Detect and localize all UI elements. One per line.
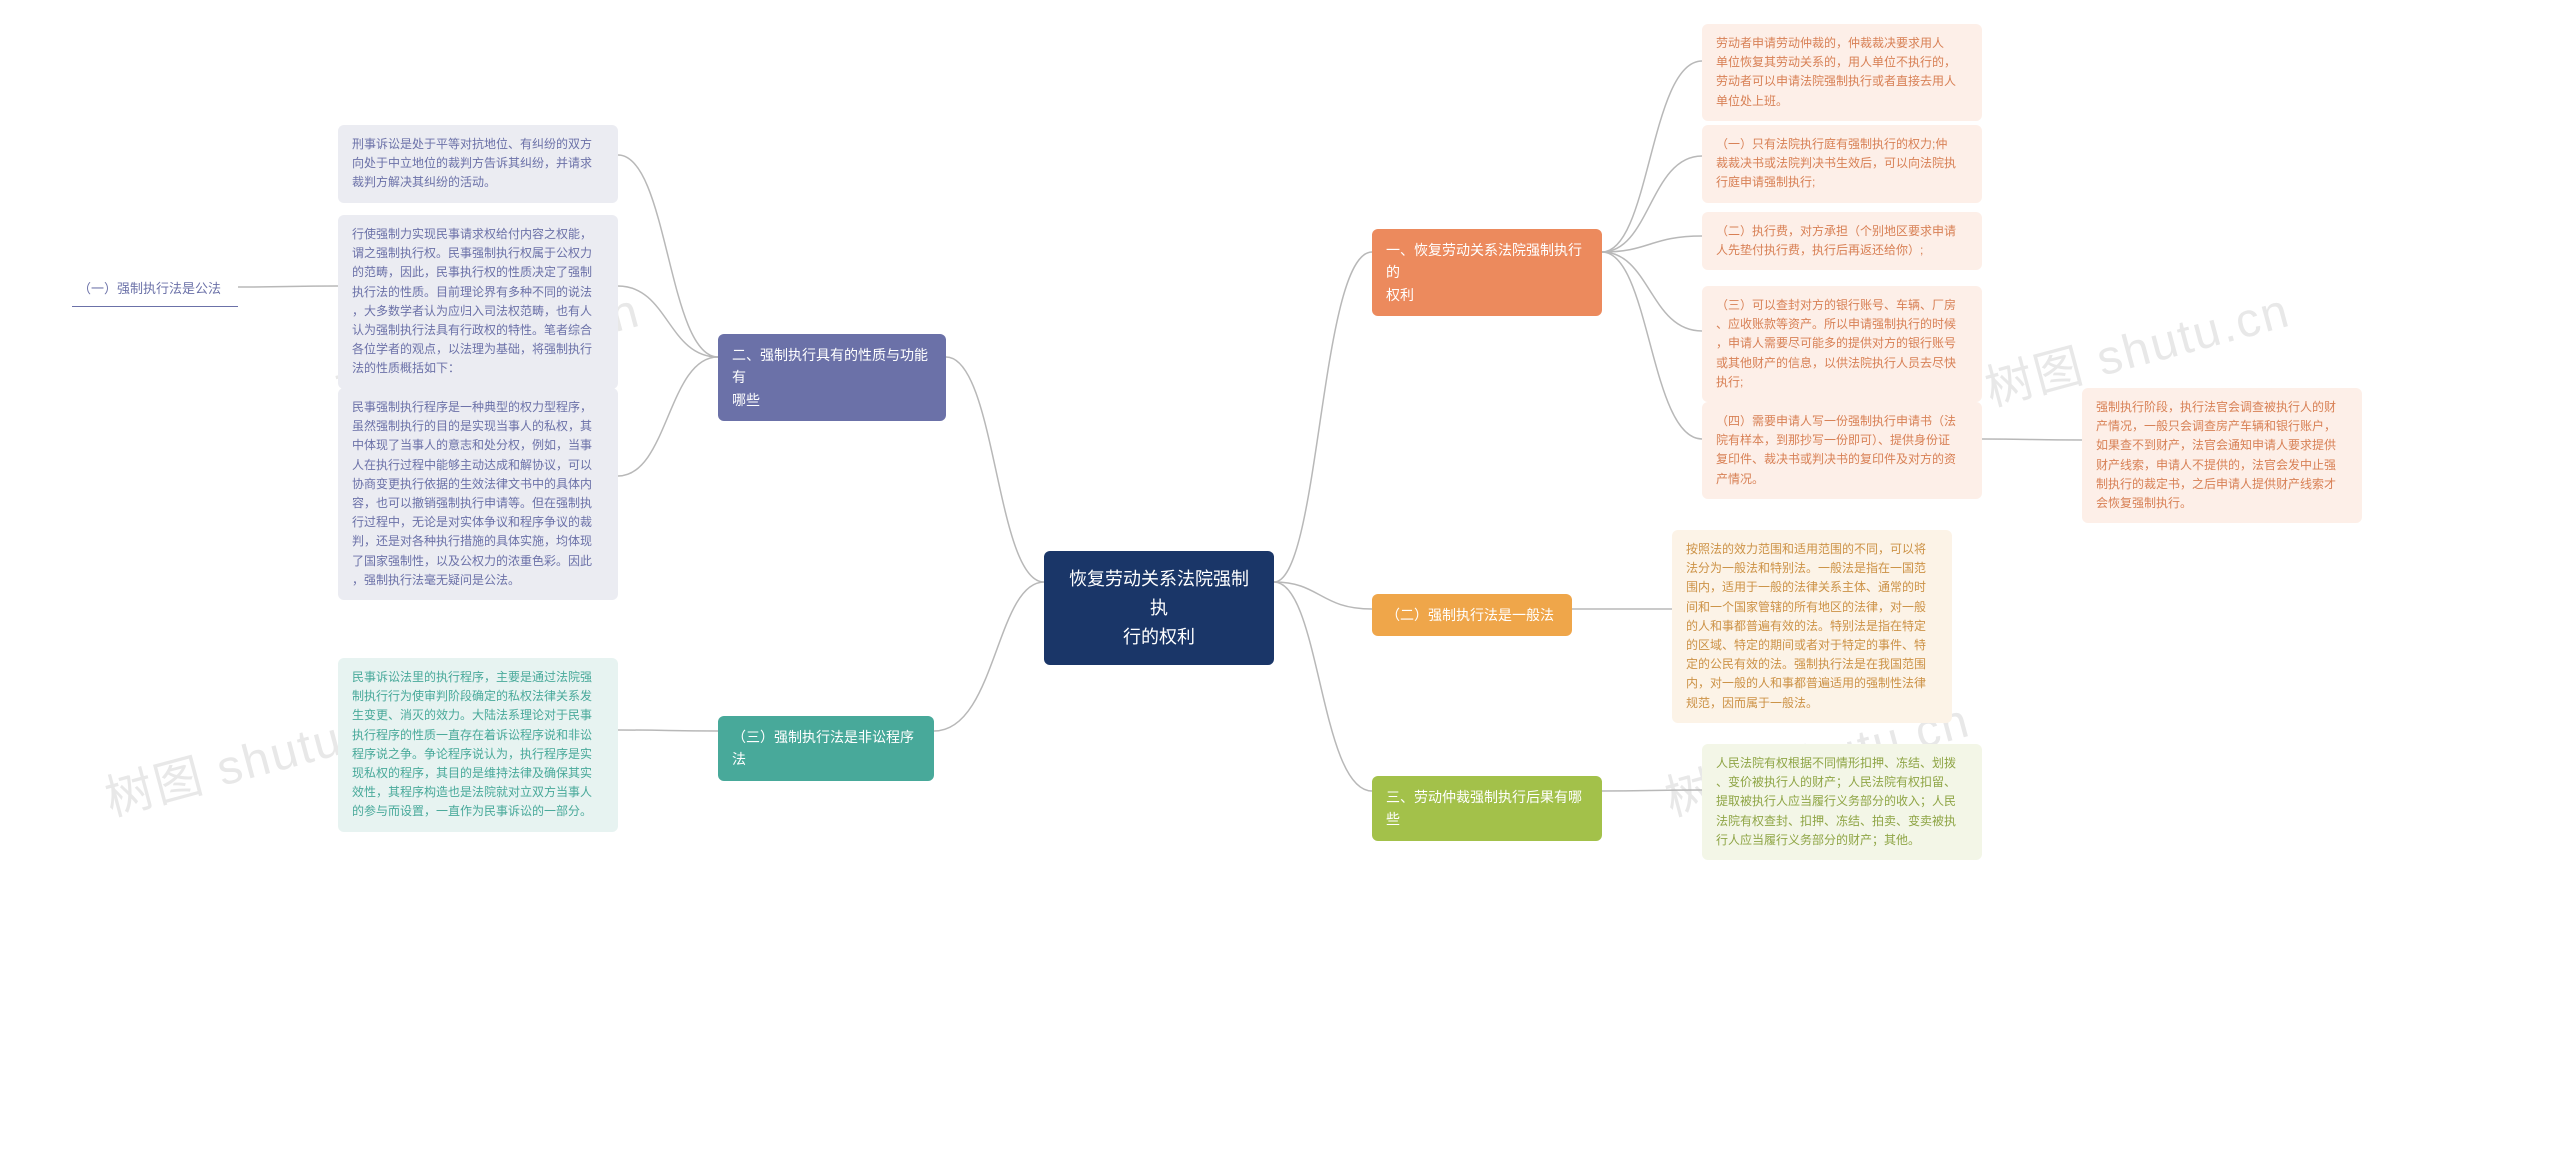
leaf-node[interactable]: （四）需要申请人写一份强制执行申请书（法 院有样本，到那抄写一份即可）、提供身份… [1702,402,1982,499]
leaf-node[interactable]: 人民法院有权根据不同情形扣押、冻结、划拨 、变价被执行人的财产；人民法院有权扣留… [1702,744,1982,860]
leaf-node[interactable]: 行使强制力实现民事请求权给付内容之权能， 谓之强制执行权。民事强制执行权属于公权… [338,215,618,389]
branch-node[interactable]: 三、劳动仲裁强制执行后果有哪些 [1372,776,1602,841]
branch-node[interactable]: 二、强制执行具有的性质与功能有 哪些 [718,334,946,421]
leaf-node[interactable]: （一）只有法院执行庭有强制执行的权力;仲 裁裁决书或法院判决书生效后，可以向法院… [1702,125,1982,203]
leaf-node[interactable]: （二）执行费，对方承担（个别地区要求申请 人先垫付执行费，执行后再返还给你）; [1702,212,1982,270]
root-node[interactable]: 恢复劳动关系法院强制执 行的权利 [1044,551,1274,665]
branch-node[interactable]: （三）强制执行法是非讼程序法 [718,716,934,781]
branch-node[interactable]: （二）强制执行法是一般法 [1372,594,1572,636]
leaf-node[interactable]: 刑事诉讼是处于平等对抗地位、有纠纷的双方 向处于中立地位的裁判方告诉其纠纷，并请… [338,125,618,203]
leaf-node[interactable]: 强制执行阶段，执行法官会调查被执行人的财 产情况，一般只会调查房产车辆和银行账户… [2082,388,2362,523]
leaf-node[interactable]: 民事诉讼法里的执行程序，主要是通过法院强 制执行行为使审判阶段确定的私权法律关系… [338,658,618,832]
leaf-node[interactable]: （三）可以查封对方的银行账号、车辆、厂房 、应收账款等资产。所以申请强制执行的时… [1702,286,1982,402]
leaf-node[interactable]: 劳动者申请劳动仲裁的，仲裁裁决要求用人 单位恢复其劳动关系的，用人单位不执行的，… [1702,24,1982,121]
leaf-node[interactable]: （一）强制执行法是公法 [72,275,238,307]
branch-node[interactable]: 一、恢复劳动关系法院强制执行的 权利 [1372,229,1602,316]
leaf-node[interactable]: 按照法的效力范围和适用范围的不同，可以将 法分为一般法和特别法。一般法是指在一国… [1672,530,1952,723]
leaf-node[interactable]: 民事强制执行程序是一种典型的权力型程序， 虽然强制执行的目的是实现当事人的私权，… [338,388,618,600]
